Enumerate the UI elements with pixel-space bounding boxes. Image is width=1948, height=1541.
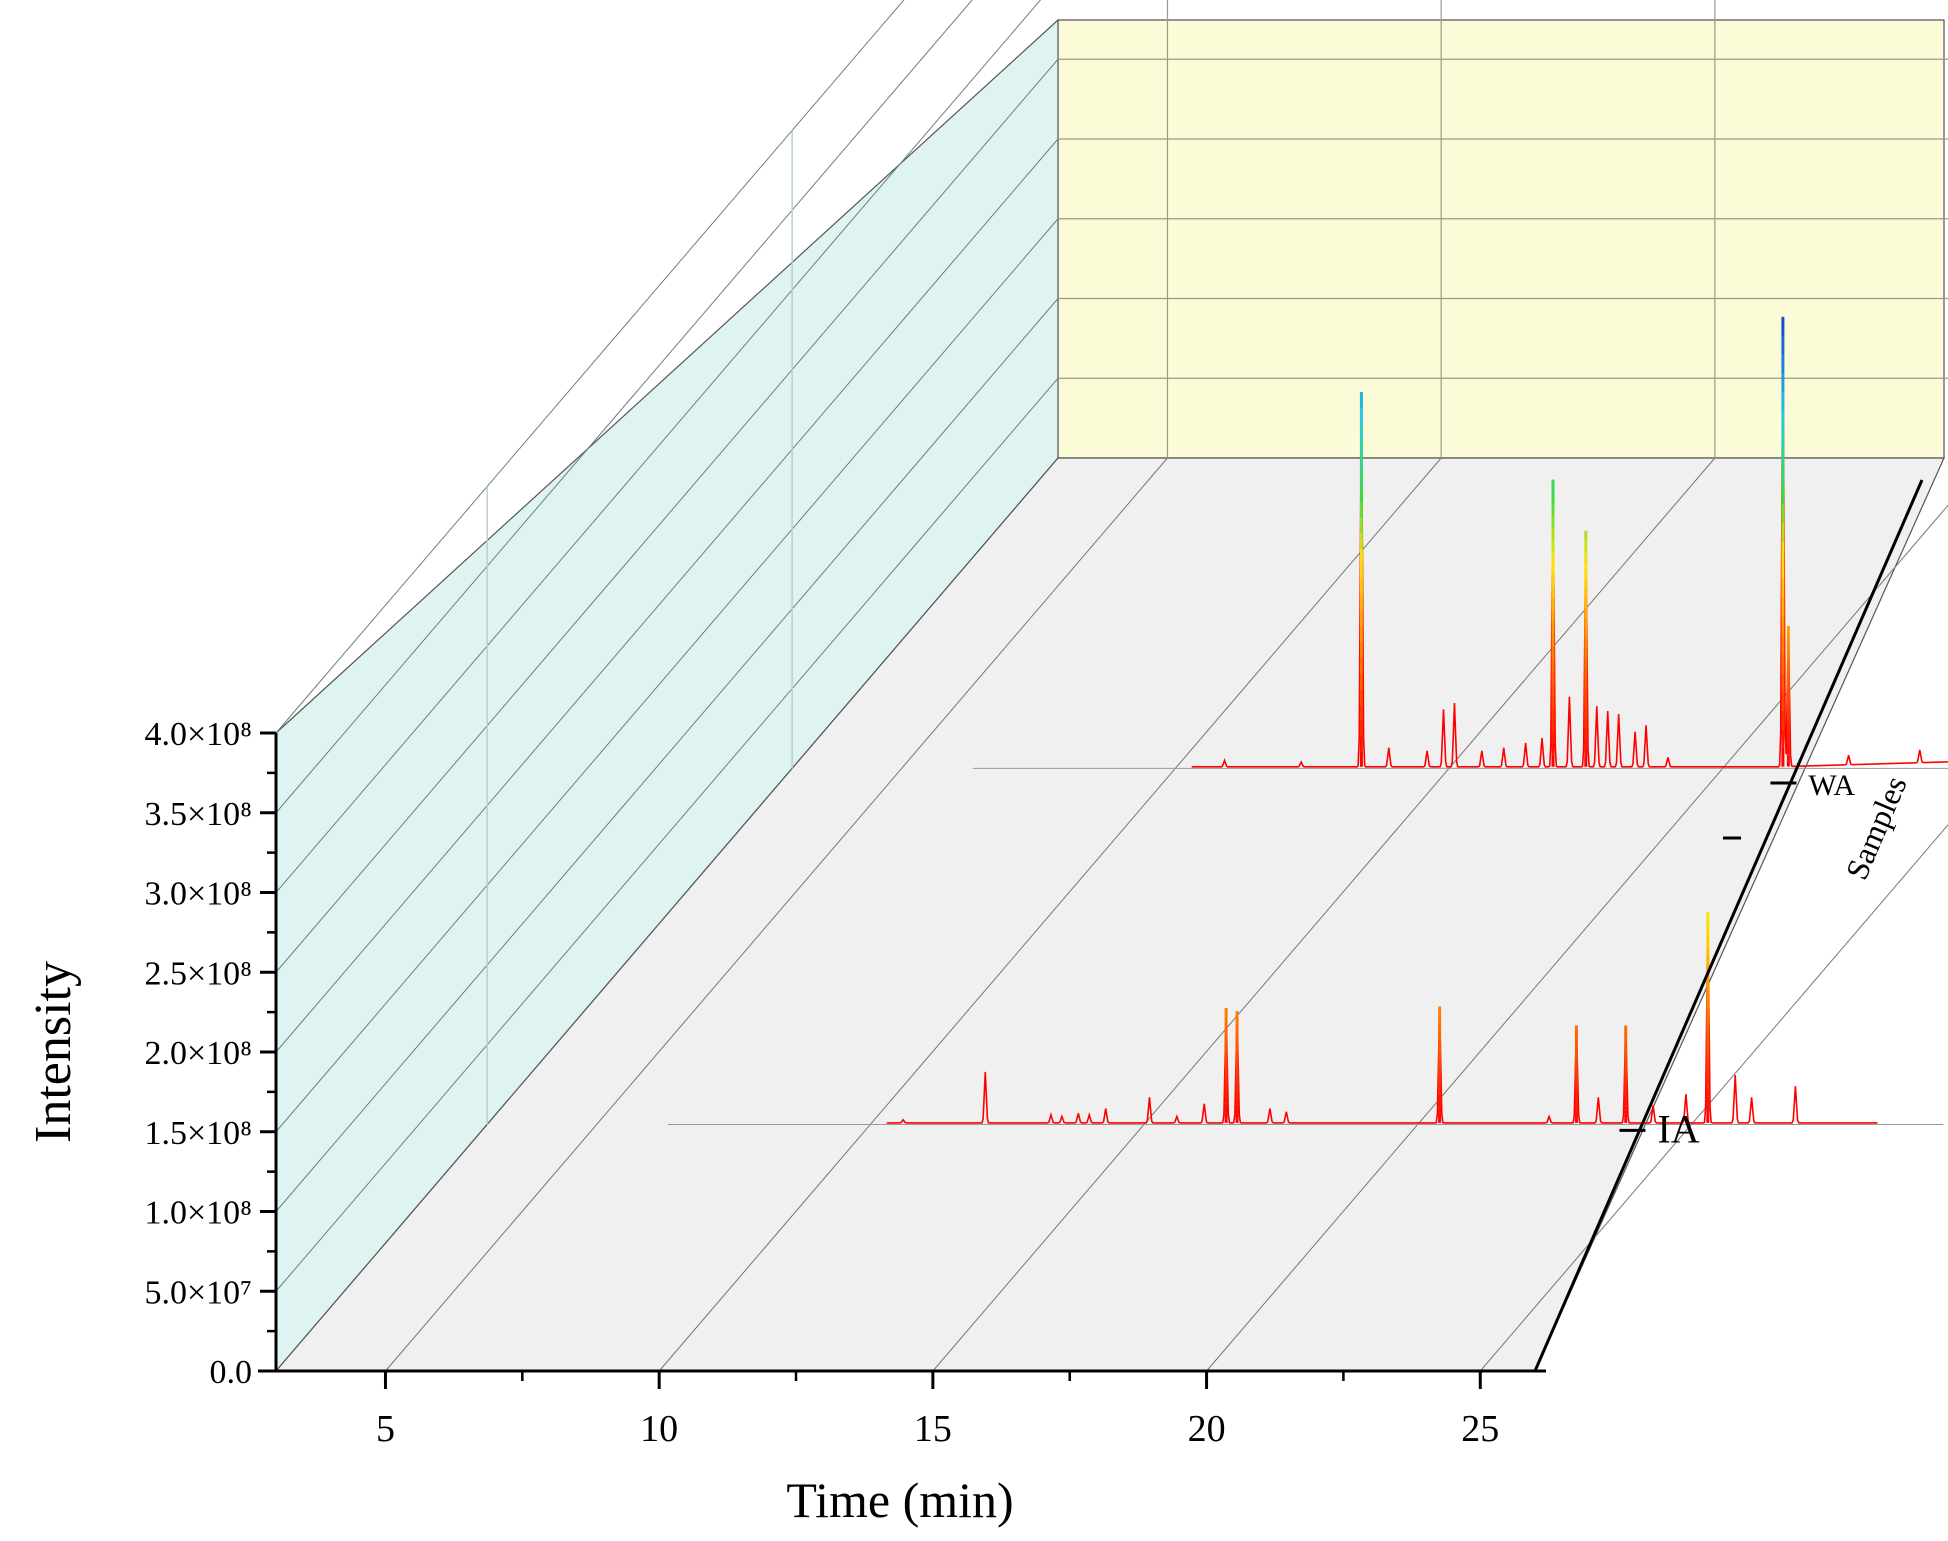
x-tick-label: 10: [640, 1408, 678, 1450]
side-wall-gridline: [275, 298, 1059, 1212]
x-tick-label: 5: [376, 1408, 395, 1450]
y-tick-label: 3.5×10⁸: [144, 796, 252, 833]
x-axis-label: Time (min): [786, 1472, 1013, 1528]
samples-tick-label: IA: [1657, 1106, 1699, 1151]
side-wall-gridline: [275, 0, 905, 734]
floor-gridline: [385, 457, 1168, 1372]
y-tick-label: 3.0×10⁸: [144, 876, 252, 913]
series-IA: [886, 912, 1878, 1124]
samples-tick-label: WA: [1808, 769, 1855, 802]
x-tick-label: 20: [1188, 1408, 1226, 1450]
side-wall-gridline: [275, 0, 1042, 893]
series-trace: [886, 912, 1878, 1124]
side-wall-gridline: [275, 218, 1059, 1133]
y-tick-label: 1.0×10⁸: [144, 1195, 252, 1232]
samples-axis-line: [1533, 479, 1924, 1372]
x-tick-label: 15: [914, 1408, 952, 1450]
tick-layer: IA WA 0.0 5.0×10⁷ 1.0×10⁸ 1.5×10⁸ 2.0×10⁸ 2.5×1…: [144, 716, 1855, 1450]
y-tick-label: 0.0: [210, 1354, 253, 1391]
y-tick-label: 2.5×10⁸: [144, 955, 252, 992]
series-trace: [1191, 316, 1948, 768]
y-tick-label: 5.0×10⁷: [144, 1274, 252, 1311]
side-wall-gridline: [275, 58, 1059, 973]
chart-walls: [274, 18, 1945, 1373]
side-wall-gridline: [275, 377, 1059, 1292]
series-layer: [667, 316, 1948, 1125]
floor-gridline: [1206, 504, 1948, 1372]
y-tick-label: 2.0×10⁸: [144, 1035, 252, 1072]
series-WA: [1191, 316, 1948, 768]
side-wall-gridline: [275, 138, 1059, 1053]
floor-gridline: [1479, 824, 1948, 1372]
grid-lines: [275, 0, 1948, 1372]
side-wall-gridline: [275, 0, 973, 814]
y-tick-label: 1.5×10⁸: [144, 1115, 252, 1152]
y-tick-label: 4.0×10⁸: [144, 716, 252, 753]
x-tick-label: 25: [1461, 1408, 1499, 1450]
y-axis-label: Intensity: [25, 961, 82, 1143]
floor-gridline: [658, 457, 1442, 1372]
back-wall: [1057, 19, 1945, 459]
